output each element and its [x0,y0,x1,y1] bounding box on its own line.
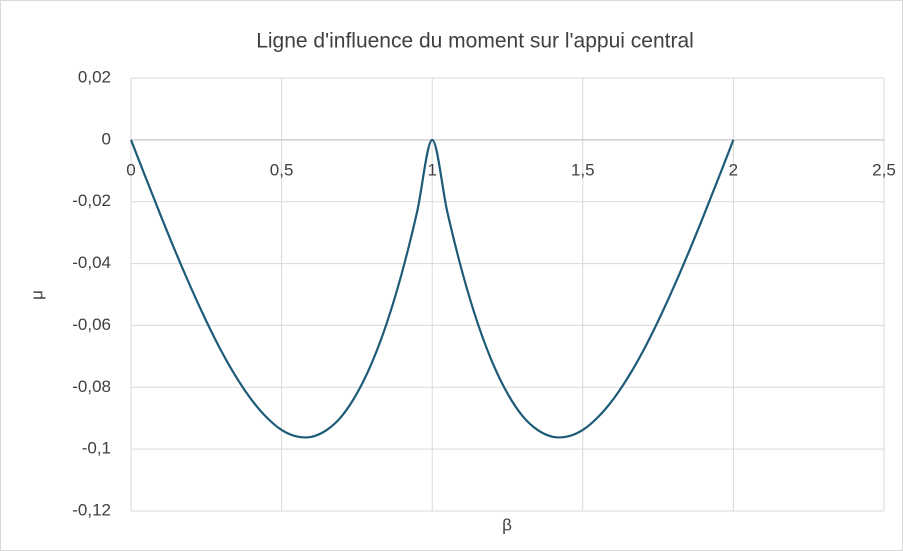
y-tick-label: -0,12 [72,500,111,519]
y-tick-label: -0,04 [72,253,111,272]
y-tick-label: 0,02 [78,67,111,86]
x-tick-label: 1,5 [571,160,595,179]
x-tick-label: 1 [427,160,436,179]
x-tick-label: 2 [729,160,738,179]
line-series [129,138,735,439]
y-axis-label: μ [27,290,46,300]
x-tick-label: 2,5 [872,160,896,179]
y-tick-label: -0,1 [82,439,111,458]
y-tick-label: -0,06 [72,315,111,334]
x-tick-label: 0,5 [270,160,294,179]
x-axis-label: β [502,515,512,534]
y-tick-label: -0,02 [72,191,111,210]
x-tick-label: 0 [126,160,135,179]
chart-title: Ligne d'influence du moment sur l'appui … [256,30,694,53]
y-tick-label: 0 [102,129,111,148]
y-tick-label: -0,08 [72,377,111,396]
